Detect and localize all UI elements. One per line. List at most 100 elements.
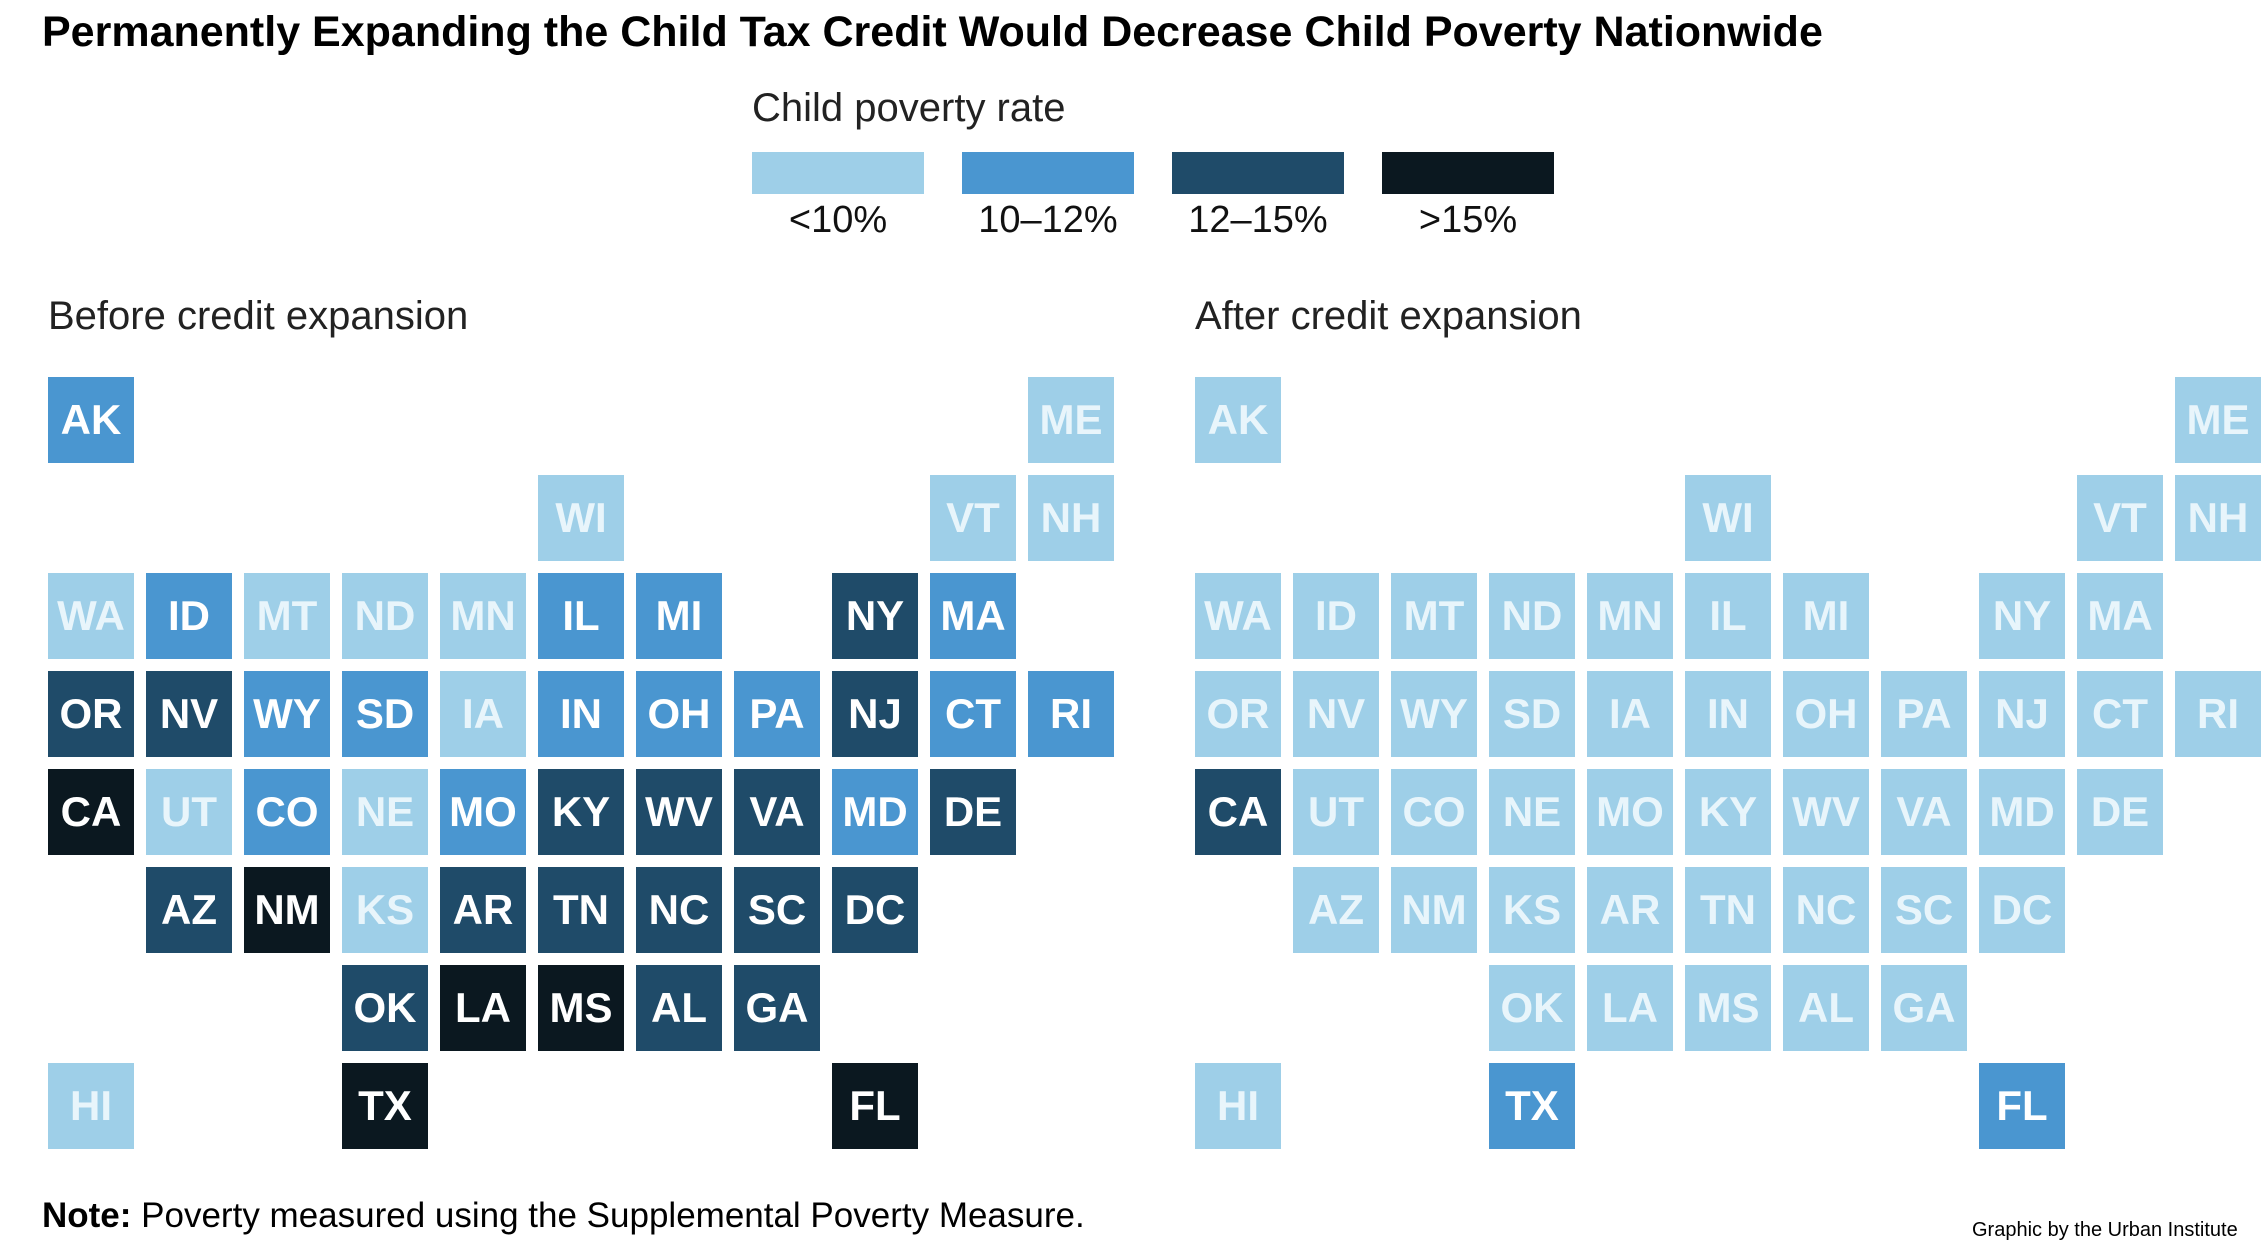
state-tile-after-sc: SC [1881,867,1967,953]
legend-label-3: >15% [1418,199,1518,241]
state-tile-after-va: VA [1881,769,1967,855]
state-tile-after-ma: MA [2077,573,2163,659]
legend-swatch-2 [1172,152,1344,194]
state-tile-before-ri: RI [1028,671,1114,757]
state-tile-before-sc: SC [734,867,820,953]
state-tile-after-hi: HI [1195,1063,1281,1149]
state-tile-after-ms: MS [1685,965,1771,1051]
panel-title-after: After credit expansion [1195,294,1582,338]
state-tile-before-fl: FL [832,1063,918,1149]
state-tile-after-wy: WY [1391,671,1477,757]
state-tile-after-ak: AK [1195,377,1281,463]
state-tile-before-wv: WV [636,769,722,855]
state-tile-after-al: AL [1783,965,1869,1051]
state-tile-before-tx: TX [342,1063,428,1149]
state-tile-after-il: IL [1685,573,1771,659]
state-tile-before-or: OR [48,671,134,757]
state-tile-before-nd: ND [342,573,428,659]
state-tile-before-mt: MT [244,573,330,659]
chart-title: Permanently Expanding the Child Tax Cred… [42,8,1823,56]
state-tile-before-nh: NH [1028,475,1114,561]
legend-item-1: 10–12% [962,152,1134,242]
state-tile-after-dc: DC [1979,867,2065,953]
state-tile-before-ca: CA [48,769,134,855]
state-tile-after-mn: MN [1587,573,1673,659]
state-tile-before-nc: NC [636,867,722,953]
state-tile-before-ny: NY [832,573,918,659]
state-tile-after-ky: KY [1685,769,1771,855]
state-tile-before-nm: NM [244,867,330,953]
legend-title: Child poverty rate [752,86,1066,130]
state-tile-after-de: DE [2077,769,2163,855]
panel-title-before: Before credit expansion [48,294,469,338]
state-tile-before-ma: MA [930,573,1016,659]
state-tile-after-az: AZ [1293,867,1379,953]
state-tile-after-ne: NE [1489,769,1575,855]
state-tile-after-nh: NH [2175,475,2261,561]
state-tile-before-ak: AK [48,377,134,463]
state-tile-after-me: ME [2175,377,2261,463]
state-tile-after-id: ID [1293,573,1379,659]
state-tile-before-pa: PA [734,671,820,757]
state-tile-before-la: LA [440,965,526,1051]
tile-map-after: AK ME WI VT NH WA ID MT ND MN IL MI NY MA OR NV WY SD IA IN… [1195,377,2262,1157]
state-tile-before-ms: MS [538,965,624,1051]
state-tile-after-mt: MT [1391,573,1477,659]
state-tile-after-vt: VT [2077,475,2163,561]
state-tile-after-oh: OH [1783,671,1869,757]
state-tile-after-ks: KS [1489,867,1575,953]
state-tile-before-al: AL [636,965,722,1051]
legend-label-1: 10–12% [978,199,1118,241]
state-tile-after-md: MD [1979,769,2065,855]
legend-label-2: 12–15% [1188,199,1328,241]
state-tile-before-ut: UT [146,769,232,855]
state-tile-after-or: OR [1195,671,1281,757]
state-tile-before-vt: VT [930,475,1016,561]
state-tile-after-ny: NY [1979,573,2065,659]
state-tile-after-nm: NM [1391,867,1477,953]
state-tile-after-nv: NV [1293,671,1379,757]
state-tile-before-nv: NV [146,671,232,757]
state-tile-before-tn: TN [538,867,624,953]
state-tile-after-nj: NJ [1979,671,2065,757]
state-tile-before-me: ME [1028,377,1114,463]
state-tile-before-ia: IA [440,671,526,757]
legend-swatch-0 [752,152,924,194]
state-tile-before-mo: MO [440,769,526,855]
state-tile-after-ri: RI [2175,671,2261,757]
state-tile-before-hi: HI [48,1063,134,1149]
state-tile-before-va: VA [734,769,820,855]
state-tile-after-in: IN [1685,671,1771,757]
legend-item-2: 12–15% [1172,152,1344,242]
state-tile-before-id: ID [146,573,232,659]
legend-swatch-1 [962,152,1134,194]
legend-item-0: <10% [752,152,924,242]
state-tile-before-az: AZ [146,867,232,953]
state-tile-after-la: LA [1587,965,1673,1051]
state-tile-after-co: CO [1391,769,1477,855]
state-tile-after-mi: MI [1783,573,1869,659]
state-tile-before-ar: AR [440,867,526,953]
state-tile-after-nc: NC [1783,867,1869,953]
state-tile-before-co: CO [244,769,330,855]
state-tile-before-de: DE [930,769,1016,855]
state-tile-before-nj: NJ [832,671,918,757]
state-tile-before-dc: DC [832,867,918,953]
state-tile-before-ne: NE [342,769,428,855]
state-tile-before-mn: MN [440,573,526,659]
state-tile-before-ks: KS [342,867,428,953]
footnote-text: Poverty measured using the Supplemental … [131,1196,1085,1235]
state-tile-after-ca: CA [1195,769,1281,855]
tile-map-before: AK ME WI VT NH WA ID MT ND MN IL MI NY MA OR NV WY SD IA IN… [48,377,1128,1157]
state-tile-after-tx: TX [1489,1063,1575,1149]
state-tile-before-ct: CT [930,671,1016,757]
legend-item-3: >15% [1382,152,1554,242]
state-tile-after-ok: OK [1489,965,1575,1051]
footnote: Note: Poverty measured using the Supplem… [42,1196,1085,1236]
state-tile-after-wv: WV [1783,769,1869,855]
state-tile-after-ut: UT [1293,769,1379,855]
state-tile-after-ct: CT [2077,671,2163,757]
state-tile-after-mo: MO [1587,769,1673,855]
state-tile-before-il: IL [538,573,624,659]
state-tile-before-ga: GA [734,965,820,1051]
